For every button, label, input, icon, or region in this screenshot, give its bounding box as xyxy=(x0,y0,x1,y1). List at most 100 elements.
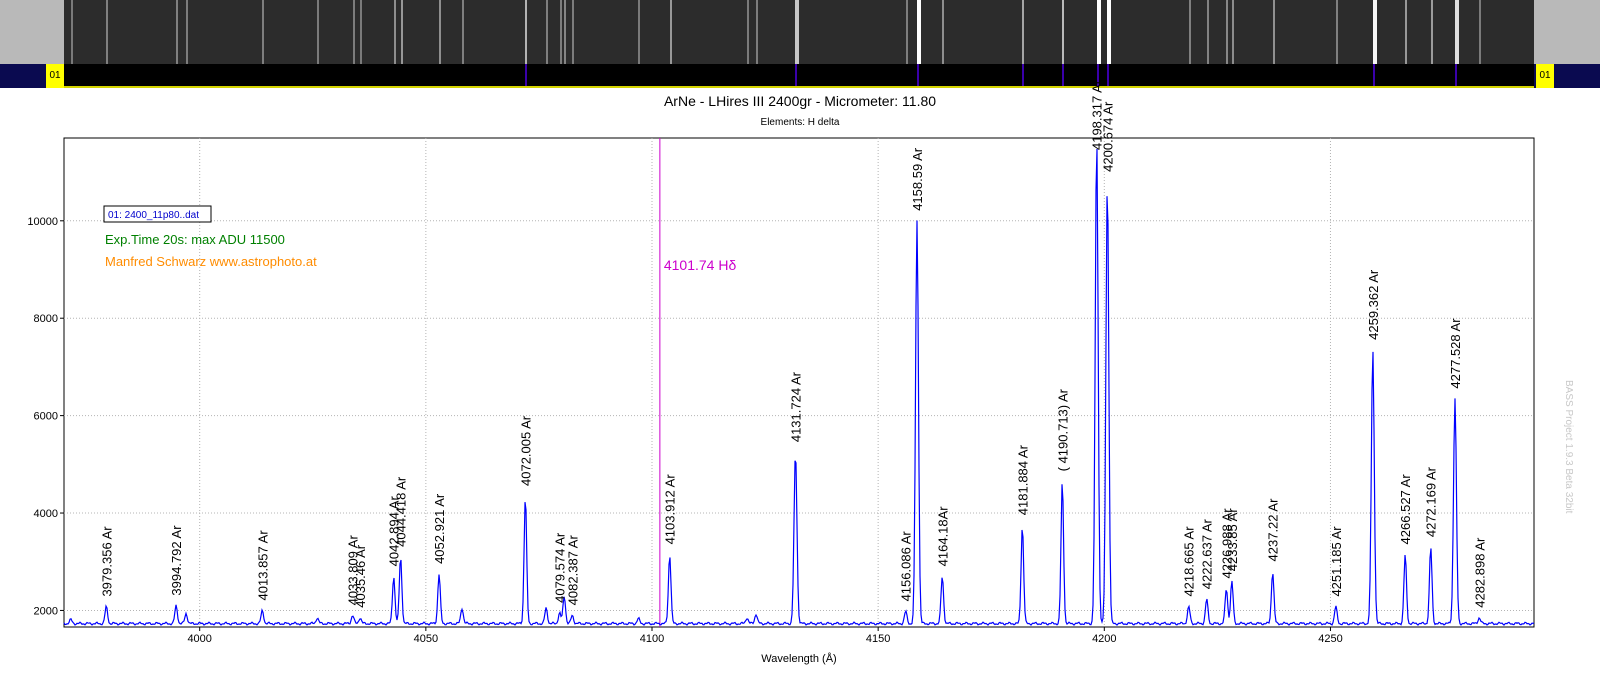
spectrum-image-line xyxy=(262,0,264,64)
line-label: 4259.362 Ar xyxy=(1366,269,1381,340)
spectrum-image-line xyxy=(176,0,178,64)
line-label: 4200.674 Ar xyxy=(1100,101,1115,172)
spectrum-image-line xyxy=(1336,0,1338,64)
index-badge-right[interactable]: 01 xyxy=(1536,64,1554,88)
legend-file-label: 01: 2400_11p80..dat xyxy=(108,210,199,221)
x-tick-label: 4150 xyxy=(866,633,890,645)
spectrum-image-line xyxy=(795,0,799,64)
spectrum-image-line xyxy=(439,0,441,64)
spectrum-image-line xyxy=(670,0,672,64)
spectrum-image xyxy=(64,0,1534,64)
y-tick-label: 4000 xyxy=(34,508,58,520)
line-label: 3994.792 Ar xyxy=(169,525,184,596)
spectrum-index-track xyxy=(64,64,1534,86)
x-axis-label: Wavelength (Å) xyxy=(761,652,836,665)
index-line-marker xyxy=(1373,64,1375,86)
index-line-marker xyxy=(1107,64,1109,86)
line-labels: 3979.356 Ar 3994.792 Ar 4013.857 Ar 4033.80… xyxy=(99,79,1487,608)
spectrum-image-line xyxy=(1431,0,1433,64)
x-tick-label: 4250 xyxy=(1318,633,1342,645)
line-label: 4072.005 Ar xyxy=(518,415,533,486)
line-label: 4013.857 Ar xyxy=(255,530,270,601)
spectrum-image-line xyxy=(756,0,758,64)
line-label: 4044.418 Ar xyxy=(394,476,409,547)
line-label: 4226.988 Ar xyxy=(1219,508,1234,579)
spectrum-image-line xyxy=(1226,0,1228,64)
line-label: 4198.317 Ar xyxy=(1090,79,1105,150)
x-tick-label: 4050 xyxy=(414,633,438,645)
spectrum-image-line xyxy=(906,0,908,64)
plot-area xyxy=(63,137,1535,628)
spectrum-image-line xyxy=(71,0,73,64)
line-label: 4164.18Ar xyxy=(935,506,950,567)
y-tick-label: 2000 xyxy=(34,605,58,617)
line-label: 4131.724 Ar xyxy=(788,371,803,442)
spectrum-image-line xyxy=(638,0,640,64)
spectrum-image-line xyxy=(525,0,527,64)
spectrum-image-line xyxy=(1189,0,1191,64)
spectrum-image-line xyxy=(564,0,566,64)
spectrum-image-line xyxy=(1232,0,1234,64)
spectrum-image-line xyxy=(360,0,362,64)
spectrum-series-line xyxy=(63,148,1535,626)
line-label: 4222.637 Ar xyxy=(1200,518,1215,589)
spectrum-image-line xyxy=(401,0,403,64)
spectrum-image-line xyxy=(1479,0,1481,64)
line-label: 4272.169 Ar xyxy=(1424,466,1439,537)
spectrum-image-line xyxy=(462,0,464,64)
line-label: 4266.527 Ar xyxy=(1398,474,1413,545)
spectrum-image-line xyxy=(1022,0,1024,64)
legend: 01: 2400_11p80..dat Exp.Time 20s: max AD… xyxy=(103,205,317,269)
line-label: 4156.086 Ar xyxy=(899,531,914,602)
h-delta-marker-label: 4101.74 Hδ xyxy=(664,257,737,273)
index-line-marker xyxy=(525,64,527,86)
spectrum-image-line xyxy=(353,0,355,64)
index-line-marker xyxy=(1022,64,1024,86)
spectrum-image-line xyxy=(1207,0,1209,64)
index-line-marker xyxy=(795,64,797,86)
axis-ticks: 4000 4050 4100 4150 4200 4250 2000 4000 6000 8000… xyxy=(27,216,1342,645)
index-line-marker xyxy=(1062,64,1064,86)
x-tick-label: 4000 xyxy=(187,633,211,645)
author-note: Manfred Schwarz www.astrophoto.at xyxy=(105,254,317,269)
line-label: 4082.387 Ar xyxy=(565,535,580,606)
legend-file-box[interactable] xyxy=(103,205,212,223)
spectrum-image-line xyxy=(1062,0,1064,64)
y-tick-label: 6000 xyxy=(34,411,58,423)
line-label: 4079.574 Ar xyxy=(553,532,568,603)
index-border xyxy=(64,86,1534,88)
line-label: 4103.912 Ar xyxy=(663,474,678,545)
spectrum-image-line xyxy=(942,0,944,64)
line-label: 4282.898 Ar xyxy=(1472,537,1487,608)
spectrum-image-line xyxy=(1107,0,1111,64)
spectrum-image-line xyxy=(560,0,562,64)
chart-title: ArNe - LHires III 2400gr - Micrometer: 1… xyxy=(663,93,937,109)
line-label: 4233.85 Ar xyxy=(1225,508,1240,572)
line-label: 4218.665 Ar xyxy=(1182,526,1197,597)
line-label: 4035.46 Ar xyxy=(353,544,368,608)
spectrum-image-line xyxy=(394,0,396,64)
watermark-text: BASS Project 1.9.3 Beta 32bit xyxy=(1563,380,1574,514)
line-label: 4052.921 Ar xyxy=(432,493,447,564)
y-tick-label: 10000 xyxy=(27,216,58,228)
line-label: 4158.59 Ar xyxy=(910,147,925,211)
line-label: ( 4190.713) Ar xyxy=(1055,388,1070,471)
spectrum-image-line xyxy=(747,0,749,64)
line-label: 4033.809 Ar xyxy=(346,535,361,606)
index-badge-left[interactable]: 01 xyxy=(46,64,64,88)
y-tick-label: 8000 xyxy=(34,313,58,325)
spectrum-image-line xyxy=(1273,0,1275,64)
spectrum-image-line xyxy=(1455,0,1459,64)
line-label: 4277.528 Ar xyxy=(1448,318,1463,389)
spectrum-image-line xyxy=(572,0,574,64)
spectrum-image-line xyxy=(546,0,548,64)
spectrum-image-line xyxy=(1405,0,1407,64)
index-line-marker xyxy=(917,64,919,86)
spectrum-image-line xyxy=(917,0,921,64)
x-tick-label: 4200 xyxy=(1092,633,1116,645)
x-tick-label: 4100 xyxy=(640,633,664,645)
spectrum-image-line xyxy=(186,0,188,64)
exposure-note: Exp.Time 20s: max ADU 11500 xyxy=(105,232,285,247)
spectrum-image-line xyxy=(1097,0,1101,64)
